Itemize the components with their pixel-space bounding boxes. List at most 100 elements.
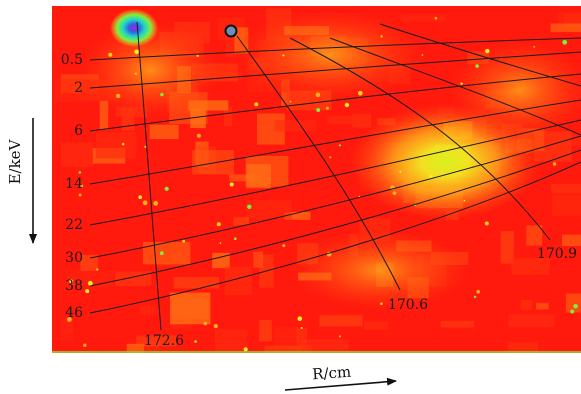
energy-contour-30	[89, 135, 581, 259]
energy-contour-22	[89, 119, 581, 226]
texture-patch	[80, 254, 98, 271]
texture-patch	[300, 339, 349, 353]
radius-contour-4	[329, 37, 581, 136]
texture-patch	[233, 217, 249, 226]
texture-patch	[327, 115, 363, 125]
texture-speck	[463, 199, 466, 202]
energy-label-0.5: 0.5	[61, 52, 83, 68]
energy-label-2: 2	[74, 80, 83, 96]
texture-speck	[570, 309, 575, 314]
energy-label-38: 38	[65, 278, 83, 294]
energy-contour-0.5	[89, 37, 581, 61]
texture-speck	[138, 195, 142, 199]
texture-patch	[319, 315, 363, 327]
texture-speck	[300, 327, 303, 329]
texture-speck	[358, 91, 363, 96]
texture-speck	[144, 145, 147, 148]
texture-patch	[500, 231, 514, 264]
radius-contour-172.6	[136, 21, 162, 331]
texture-speck	[213, 324, 218, 329]
radius-contour-170.6	[236, 35, 401, 291]
texture-speck	[552, 162, 557, 166]
texture-speck	[344, 102, 350, 108]
texture-speck	[399, 170, 402, 173]
texture-speck	[484, 221, 489, 226]
texture-patch	[246, 199, 292, 220]
texture-speck	[325, 106, 329, 110]
x-axis-arrow	[284, 377, 397, 391]
x-axis-label: R/cm	[312, 363, 352, 384]
texture-speck	[234, 237, 237, 240]
texture-patch	[139, 306, 155, 315]
radius-label-172.6: 172.6	[144, 333, 184, 349]
texture-patch	[229, 174, 262, 182]
texture-speck	[475, 64, 479, 68]
texture-patch	[508, 314, 555, 328]
texture-patch	[149, 124, 179, 140]
heatmap-image	[52, 6, 581, 353]
heatmap-glow-top	[235, 10, 425, 100]
texture-patch	[536, 302, 549, 310]
texture-patch	[284, 212, 311, 220]
texture-speck	[247, 204, 252, 209]
texture-patch	[99, 100, 109, 130]
texture-patch	[145, 341, 160, 353]
texture-speck	[380, 302, 383, 306]
texture-speck	[562, 39, 568, 45]
texture-patch	[550, 23, 581, 33]
texture-speck	[460, 82, 463, 85]
energy-label-22: 22	[65, 217, 83, 233]
texture-patch	[215, 329, 248, 353]
contour-grid	[89, 21, 581, 331]
marker-point	[224, 24, 238, 38]
texture-patch	[223, 107, 233, 126]
texture-patch	[225, 26, 237, 57]
texture-speck	[108, 52, 113, 57]
texture-patch	[558, 135, 581, 146]
texture-speck	[473, 295, 477, 299]
texture-patch	[246, 164, 271, 189]
heatmap-glow-bottom	[290, 230, 470, 310]
texture-speck	[196, 54, 199, 58]
texture-speck	[87, 280, 93, 286]
texture-patch	[552, 194, 581, 217]
texture-speck	[159, 251, 164, 256]
texture-patch	[526, 225, 543, 246]
texture-speck	[83, 343, 87, 347]
heatmap-bottom-stripe	[52, 351, 581, 353]
radius-label-170.6: 170.6	[388, 297, 428, 313]
heatmap-glow-left	[80, 22, 220, 118]
texture-patch	[126, 343, 145, 353]
texture-speck	[421, 54, 424, 56]
energy-contour-2	[89, 51, 581, 89]
texture-speck	[78, 171, 82, 174]
texture-speck	[160, 92, 164, 97]
texture-speck	[142, 200, 148, 206]
texture-speck	[289, 100, 292, 103]
contour-labels: 0.5 2 6 14 22 30 38 46 172.6 170.6 170.9	[61, 52, 577, 349]
texture-speck	[85, 289, 90, 294]
texture-speck	[134, 72, 137, 75]
texture-patch	[188, 100, 229, 111]
texture-patch	[173, 277, 219, 289]
texture-speck	[297, 316, 303, 322]
texture-patch	[259, 320, 272, 342]
texture-patch	[95, 132, 137, 159]
texture-speck	[380, 35, 383, 38]
texture-speck	[282, 244, 286, 248]
texture-speck	[254, 102, 259, 107]
texture-speck	[434, 16, 438, 20]
texture-patch	[520, 299, 532, 311]
energy-label-30: 30	[65, 250, 83, 266]
texture-speck	[203, 321, 208, 326]
texture-patch	[192, 150, 234, 175]
texture-speck	[134, 49, 139, 55]
texture-patch	[508, 342, 538, 353]
energy-contour-46	[89, 161, 581, 314]
texture-speck	[338, 144, 341, 147]
texture-speck	[121, 142, 125, 146]
texture-patch	[562, 234, 581, 246]
texture-speck	[533, 46, 536, 48]
texture-speck	[153, 200, 159, 206]
texture-patch	[364, 321, 389, 330]
